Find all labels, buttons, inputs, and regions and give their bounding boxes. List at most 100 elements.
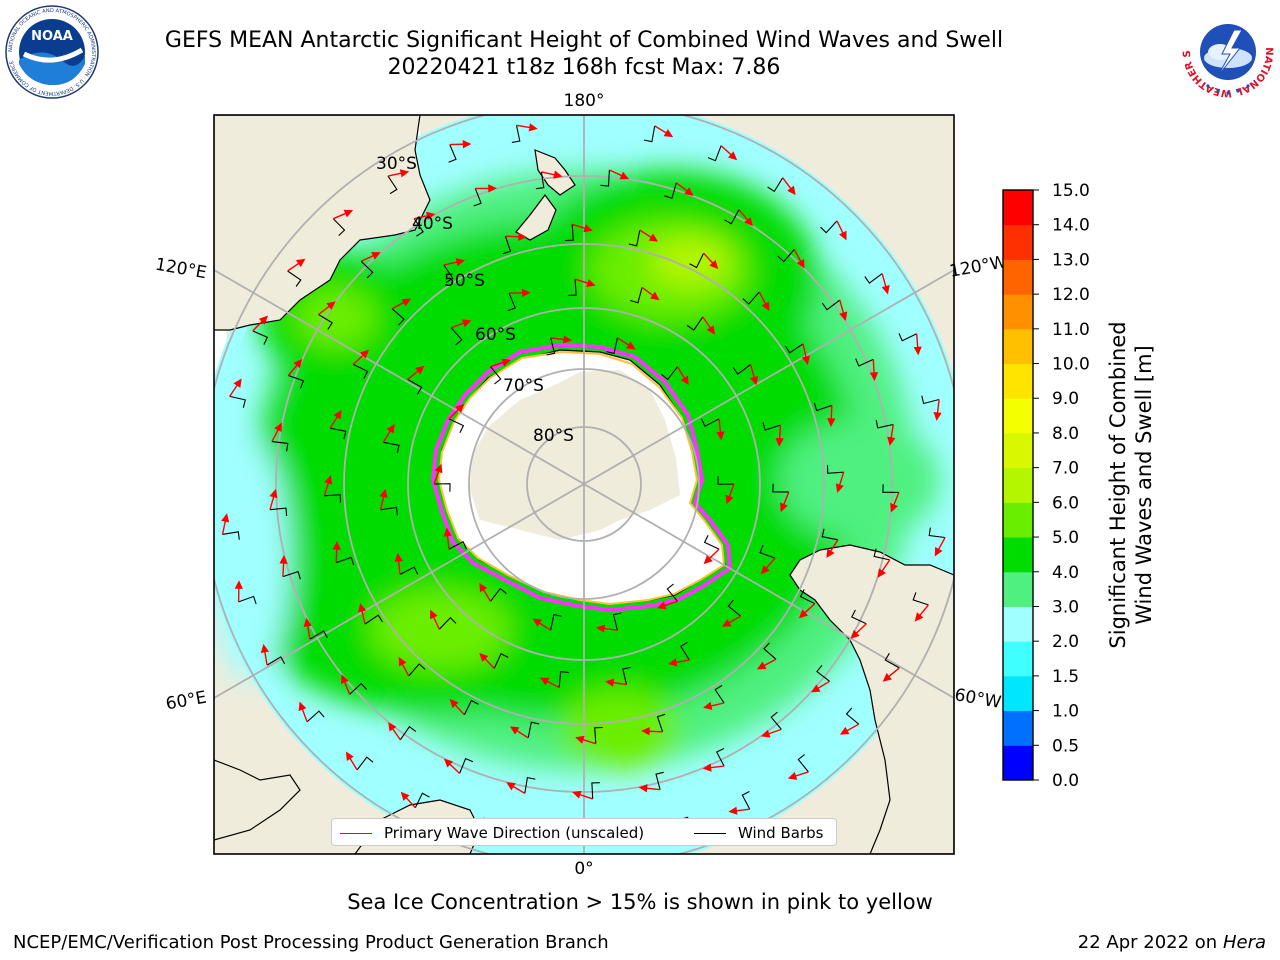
wind-barb — [661, 366, 678, 381]
wind-barb — [229, 395, 246, 408]
wave-direction-arrow — [269, 488, 278, 510]
colorbar-segment — [1003, 467, 1033, 503]
chart-title: GEFS MEAN Antarctic Significant Height o… — [164, 28, 1004, 53]
antarctica-interior — [470, 370, 680, 540]
meridian-label-180: 180° — [564, 91, 605, 111]
wind-barb — [524, 776, 536, 794]
wind-barb — [717, 476, 735, 485]
wave-direction-arrow — [850, 623, 867, 639]
colorbar-segment — [1003, 537, 1033, 573]
wind-barb — [309, 630, 328, 640]
wind-barb — [732, 364, 751, 375]
wave-direction-arrow — [449, 698, 465, 716]
wave-direction-arrow — [835, 471, 845, 493]
wind-barb — [630, 287, 643, 304]
wind-barb — [600, 169, 610, 187]
colorbar-segment — [1003, 363, 1033, 399]
wave-direction-arrow — [756, 658, 777, 670]
wind-barb — [318, 314, 333, 330]
meridian-label-120e: 120°E — [154, 255, 208, 284]
wave-direction-arrow — [571, 223, 593, 233]
wind-barb — [271, 441, 289, 452]
noaa-logo: NATIONAL OCEANIC AND ATMOSPHERIC ADMINIS… — [5, 5, 99, 99]
colorbar-segment — [1003, 398, 1033, 434]
wave-direction-arrow — [318, 301, 336, 316]
wave-direction-arrow — [882, 667, 900, 682]
wind-barb — [826, 465, 844, 474]
colorbar-segment — [1003, 675, 1033, 712]
sea-ice-edge — [430, 342, 733, 613]
colorbar: 0.0 0.5 1.0 1.5 2.0 3.0 4.0 5.0 6.0 7.0 8.0 9.0 10.0… — [1002, 181, 1090, 791]
wind-barb — [689, 252, 705, 269]
wave-direction-arrow — [676, 366, 689, 386]
colorbar-tick-label: 7.0 — [1052, 459, 1079, 479]
map-frame — [213, 114, 955, 855]
colorbar-tick-label: 15.0 — [1052, 181, 1090, 201]
legend-item-wave: Primary Wave Direction (unscaled) — [340, 824, 644, 842]
wind-barb — [408, 663, 426, 677]
wind-barb — [288, 374, 305, 389]
wind-barb — [463, 699, 479, 716]
wave-direction-arrow — [400, 791, 416, 809]
wave-direction-arrow — [252, 315, 268, 332]
wind-barb — [443, 264, 454, 283]
wind-barb — [352, 363, 369, 379]
colorbar-title-line2: Wind Waves and Swell [m] — [1132, 345, 1156, 625]
wind-barb — [399, 566, 419, 575]
wind-barb — [797, 754, 809, 773]
wave-direction-arrow — [287, 358, 303, 376]
wind-barb — [777, 249, 795, 263]
legend-wave-swatch — [340, 832, 372, 834]
wave-direction-arrow — [595, 624, 618, 633]
wind-barb — [407, 378, 423, 395]
wind-barb — [336, 556, 355, 566]
footer-credit: NCEP/EMC/Verification Post Processing Pr… — [13, 932, 609, 953]
wave-direction-arrow — [271, 422, 282, 442]
meridian-label-60e: 60°E — [164, 688, 208, 715]
wind-barb — [762, 422, 781, 431]
wind-barb — [707, 145, 722, 162]
colorbar-tick-label: 10.0 — [1052, 355, 1090, 375]
wind-barb — [546, 337, 556, 356]
wind-barb — [612, 612, 622, 631]
wind-barb — [550, 613, 562, 631]
colorbar-tick-label: 1.0 — [1052, 702, 1079, 722]
colorbar-segment — [1003, 745, 1033, 781]
map-legend: Primary Wave Direction (unscaled) Wind B… — [331, 818, 837, 846]
wind-barb — [928, 527, 946, 539]
wind-barb — [448, 541, 467, 550]
wind-barb — [565, 224, 574, 242]
wave-direction-arrow — [448, 403, 465, 420]
colorbar-segment — [1003, 710, 1033, 746]
wind-barb — [306, 710, 325, 723]
wave-direction-arrow — [479, 582, 492, 602]
wind-barb — [666, 583, 678, 602]
wind-barb — [898, 333, 917, 342]
wind-barb — [502, 236, 512, 255]
colorbar-title-line1: Significant Height of Combined — [1106, 321, 1130, 648]
wave-direction-arrow — [509, 726, 529, 739]
colorbar-tick-label: 4.0 — [1052, 563, 1079, 583]
wave-direction-arrow — [490, 358, 511, 368]
wind-barb — [433, 483, 451, 492]
wave-direction-arrow — [479, 652, 495, 669]
wave-direction-arrow — [638, 784, 661, 793]
wind-barb — [356, 756, 374, 771]
colorbar-frame — [1002, 189, 1034, 781]
colorbar-segment — [1003, 190, 1033, 226]
wave-direction-arrow — [449, 139, 472, 149]
wind-barb — [701, 418, 720, 427]
wind-barb — [724, 209, 740, 225]
wave-direction-arrow — [221, 513, 230, 535]
wave-direction-arrow — [839, 723, 860, 735]
wave-direction-arrow — [827, 405, 836, 428]
wave-direction-arrow — [443, 758, 461, 774]
footer-date: 22 Apr 2022 on Hera — [1078, 932, 1266, 953]
wind-barb — [558, 670, 569, 688]
wind-barb — [222, 531, 240, 540]
meridian-label-120w: 120°W — [948, 252, 1009, 282]
colorbar-segment — [1003, 432, 1033, 469]
wind-barb — [507, 292, 516, 312]
wave-direction-arrow — [702, 316, 715, 335]
wind-barb — [821, 299, 841, 311]
